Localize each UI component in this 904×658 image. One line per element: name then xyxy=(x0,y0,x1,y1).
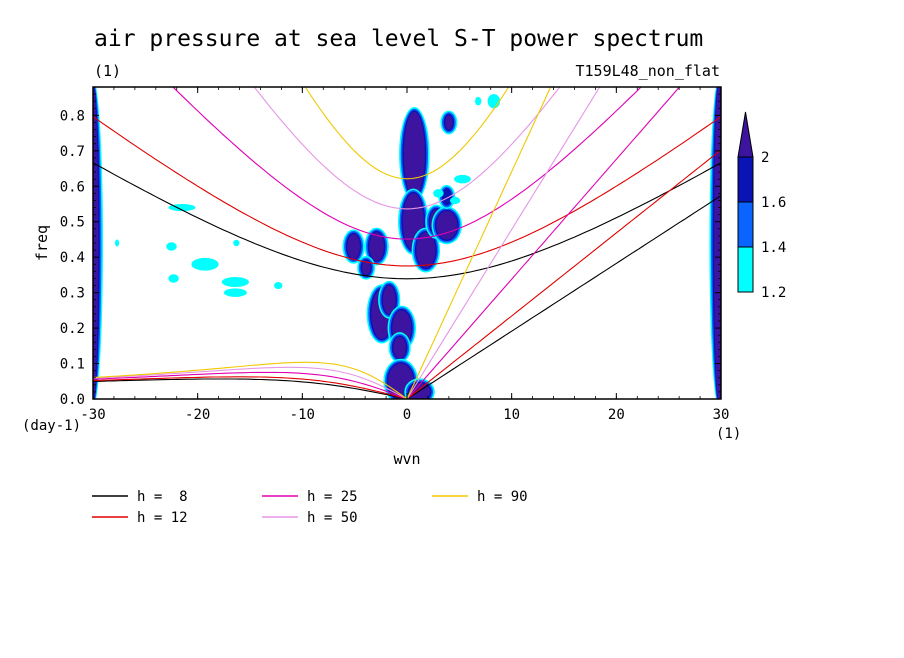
contour-blob-23-level-0 xyxy=(168,204,196,212)
contour-blob-30-level-0 xyxy=(449,196,461,204)
x-tick-label: -30 xyxy=(80,407,105,423)
curve-gravity-h25 xyxy=(172,87,642,240)
contour-blob-6-level-3 xyxy=(445,115,453,130)
contour-blob-25-level-0 xyxy=(274,282,283,290)
curve-kelvin-h50 xyxy=(406,87,601,399)
y-tick-label: 0.8 xyxy=(60,108,85,124)
contour-blob-13-level-3 xyxy=(393,336,406,359)
contour-blob-19-level-0 xyxy=(191,257,219,271)
y-axis-label: freq xyxy=(33,225,51,261)
contour-blob-21-level-0 xyxy=(221,277,249,287)
colorbar-swatch xyxy=(737,201,754,248)
contour-blob-11-level-3 xyxy=(382,285,396,314)
y-tick-label: 0.2 xyxy=(60,321,85,337)
curve-rossby-h8 xyxy=(93,378,408,399)
legend-label-h90: h = 90 xyxy=(477,489,528,505)
contour-blob-9-level-3 xyxy=(361,260,371,275)
x-tick-label: 20 xyxy=(608,407,625,423)
x-tick-label: 30 xyxy=(713,407,730,423)
contour-blob-20-level-0 xyxy=(168,274,179,283)
curve-rossby-h50 xyxy=(93,366,408,399)
contour-blob-28-level-0 xyxy=(454,174,471,184)
x-tick-label: -20 xyxy=(185,407,210,423)
contour-layer xyxy=(93,87,721,399)
legend: h = 8 h = 12 h = 25 h = 50 h = 90 xyxy=(92,489,528,526)
colorbar-swatch xyxy=(737,246,754,293)
contour-blob-4-level-3 xyxy=(436,211,458,240)
x-tick-label: 10 xyxy=(503,407,520,423)
y-tick-label: 0.5 xyxy=(60,215,85,231)
contour-blob-0-level-3 xyxy=(403,111,425,197)
contour-blob-5-level-2 xyxy=(441,188,453,206)
contour-blob-27-level-0 xyxy=(475,96,482,106)
contour-blob-18-level-0 xyxy=(166,242,177,251)
y-tick-label: 0.7 xyxy=(60,144,85,160)
curve-kelvin-h8 xyxy=(406,195,721,399)
colorbar-overflow-triangle xyxy=(737,111,754,158)
curve-kelvin-h90 xyxy=(406,87,552,399)
y-tick-label: 0.0 xyxy=(60,392,85,408)
contour-blob-24-level-0 xyxy=(233,239,240,247)
run-label: T159L48_non_flat xyxy=(576,62,721,80)
legend-label-h50: h = 50 xyxy=(307,510,358,526)
colorbar: 2 1.6 1.4 1.2 xyxy=(737,111,786,301)
x-axis-label: wvn xyxy=(393,450,420,468)
legend-label-h25: h = 25 xyxy=(307,489,358,505)
curve-rossby-h90 xyxy=(93,361,408,399)
colorbar-label: 1.2 xyxy=(761,285,786,301)
contour-blob-31-level-0 xyxy=(114,239,120,247)
contour-blob-29-level-0 xyxy=(433,189,444,198)
y-tick-label: 0.4 xyxy=(60,250,85,266)
colorbar-swatch xyxy=(737,156,754,203)
x-tick-label: 0 xyxy=(403,407,411,423)
y-tick-label: 0.3 xyxy=(60,286,85,302)
chart-title: air pressure at sea level S-T power spec… xyxy=(94,26,703,52)
x-axis: -30 -20 -10 0 10 20 30 xyxy=(80,87,729,423)
curve-rossby-h25 xyxy=(93,371,408,399)
contour-blob-8-level-3 xyxy=(347,234,360,259)
x-tick-label: -10 xyxy=(290,407,315,423)
dispersion-curve-layer xyxy=(93,87,721,399)
curve-gravity-h12 xyxy=(93,116,721,267)
curve-kelvin-h12 xyxy=(406,149,721,399)
curve-gravity-h90 xyxy=(304,87,510,180)
contour-blob-22-level-0 xyxy=(223,288,247,297)
y-tick-label: 0.6 xyxy=(60,179,85,195)
legend-label-h8: h = 8 xyxy=(137,489,188,505)
y-unit-label: (day-1) xyxy=(22,418,81,434)
contour-blob-7-level-3 xyxy=(369,232,384,261)
curve-kelvin-h25 xyxy=(406,87,681,399)
colorbar-label: 2 xyxy=(761,150,769,166)
legend-label-h12: h = 12 xyxy=(137,510,188,526)
colorbar-label: 1.6 xyxy=(761,195,786,211)
contour-blob-26-level-0 xyxy=(487,94,501,109)
contour-blob-2-level-3 xyxy=(416,232,436,268)
curve-gravity-h8 xyxy=(93,162,721,280)
units-label: (1) xyxy=(94,62,121,80)
curve-gravity-h50 xyxy=(253,87,561,210)
y-tick-label: 0.1 xyxy=(60,357,85,373)
x-unit-label: (1) xyxy=(716,426,741,442)
colorbar-label: 1.4 xyxy=(761,240,786,256)
y-axis: 0.0 0.1 0.2 0.3 0.4 0.5 0.6 0.7 0.8 xyxy=(60,93,721,408)
curve-rossby-h12 xyxy=(93,376,408,399)
